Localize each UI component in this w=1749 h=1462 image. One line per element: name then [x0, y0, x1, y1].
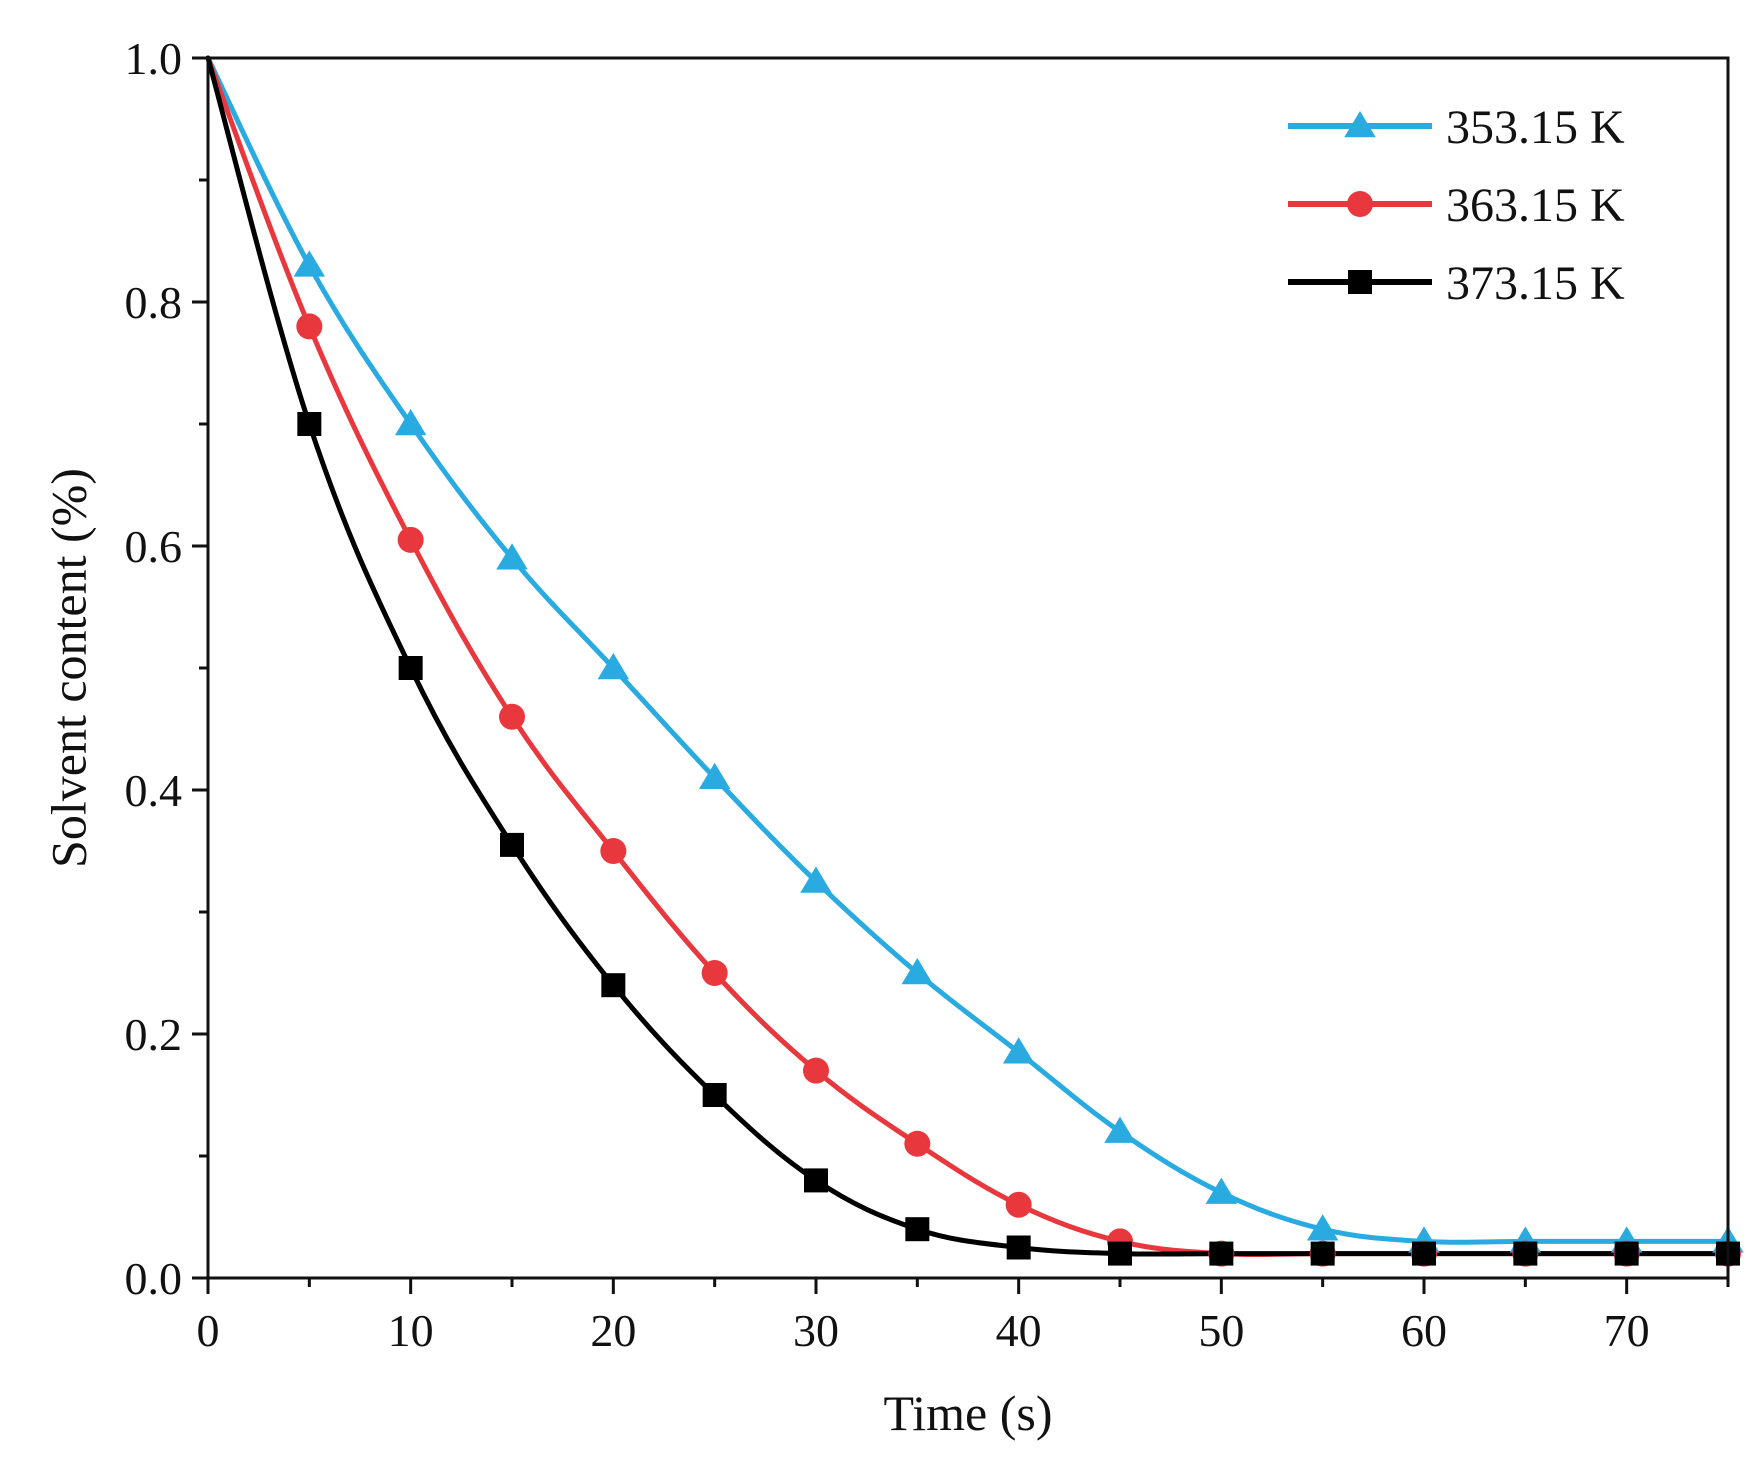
data-point-3-15: [1614, 1241, 1639, 1266]
data-point-1-4: [496, 543, 528, 570]
data-point-3-3: [398, 656, 423, 680]
data-point-1-5: [597, 653, 630, 680]
data-point-3-5: [601, 973, 626, 998]
legend-item-3: 373.15 K: [1288, 257, 1625, 310]
y-tick-label: 0.6: [125, 521, 183, 572]
x-tick-label: 30: [793, 1305, 839, 1356]
x-tick-label: 10: [388, 1305, 434, 1356]
data-point-3-4: [500, 832, 524, 857]
data-point-1-6: [698, 762, 731, 790]
series-line-1: [205, 55, 1731, 1245]
data-point-3-2: [297, 412, 322, 436]
data-point-3-6: [702, 1083, 727, 1107]
x-tick-label: 70: [1604, 1305, 1650, 1356]
series-line-3: [205, 55, 1731, 1257]
legend-label: 363.15 K: [1446, 179, 1625, 232]
legend-marker: [1348, 270, 1372, 294]
data-point-1-10: [1104, 1116, 1136, 1143]
data-point-2-9: [1005, 1191, 1032, 1218]
x-tick-label: 50: [1198, 1305, 1244, 1356]
legend-label: 353.15 K: [1446, 101, 1625, 154]
data-point-2-5: [600, 838, 627, 864]
legend-marker: [1347, 191, 1373, 217]
legend-item-2: 363.15 K: [1288, 179, 1625, 232]
y-axis-title: Solvent content (%): [41, 468, 97, 868]
x-tick-label: 40: [996, 1305, 1042, 1356]
data-point-2-3: [397, 526, 424, 553]
y-tick-label: 0.8: [125, 277, 183, 328]
x-tick-label: 60: [1401, 1305, 1447, 1356]
legend-item-1: 353.15 K: [1288, 101, 1625, 154]
x-tick-label: 0: [197, 1305, 220, 1356]
y-tick-label: 0.0: [125, 1253, 183, 1304]
data-point-2-2: [296, 313, 323, 340]
y-tick-label: 0.2: [125, 1009, 183, 1060]
data-point-3-9: [1006, 1235, 1031, 1260]
x-axis-title: Time (s): [883, 1385, 1052, 1441]
data-point-1-7: [800, 866, 832, 893]
plot-frame: [206, 56, 1730, 1280]
data-point-3-12: [1310, 1241, 1335, 1266]
data-point-1-11: [1205, 1177, 1238, 1204]
x-tick-label: 20: [590, 1305, 636, 1356]
data-point-1-2: [293, 250, 326, 277]
legend: 353.15 K 363.15 K 373.15 K: [1288, 101, 1625, 310]
data-point-3-13: [1412, 1241, 1436, 1266]
axes: 0 10 20 30 40 50 60 70 0.0 0.2 0.4 0.6 0.8 1.0: [125, 33, 1730, 1356]
data-point-1-3: [394, 409, 427, 436]
plot-markers: [293, 250, 1744, 1267]
data-point-3-7: [804, 1168, 828, 1193]
plot-lines: [205, 55, 1731, 1258]
data-point-2-6: [701, 960, 728, 986]
y-tick-label: 1.0: [125, 33, 183, 84]
legend-label: 373.15 K: [1446, 257, 1625, 310]
data-point-1-12: [1306, 1214, 1339, 1241]
y-tick-label: 0.4: [125, 765, 183, 816]
data-point-2-7: [803, 1057, 829, 1084]
data-point-3-11: [1209, 1241, 1234, 1266]
data-point-1-8: [901, 958, 934, 985]
data-point-3-8: [905, 1217, 930, 1242]
data-point-3-10: [1108, 1241, 1132, 1266]
legend-marker: [1344, 111, 1376, 138]
data-point-3-14: [1513, 1241, 1538, 1266]
data-point-2-4: [499, 703, 525, 730]
data-point-1-9: [1002, 1037, 1035, 1064]
series-line-2: [205, 55, 1731, 1258]
data-point-2-8: [904, 1130, 931, 1157]
